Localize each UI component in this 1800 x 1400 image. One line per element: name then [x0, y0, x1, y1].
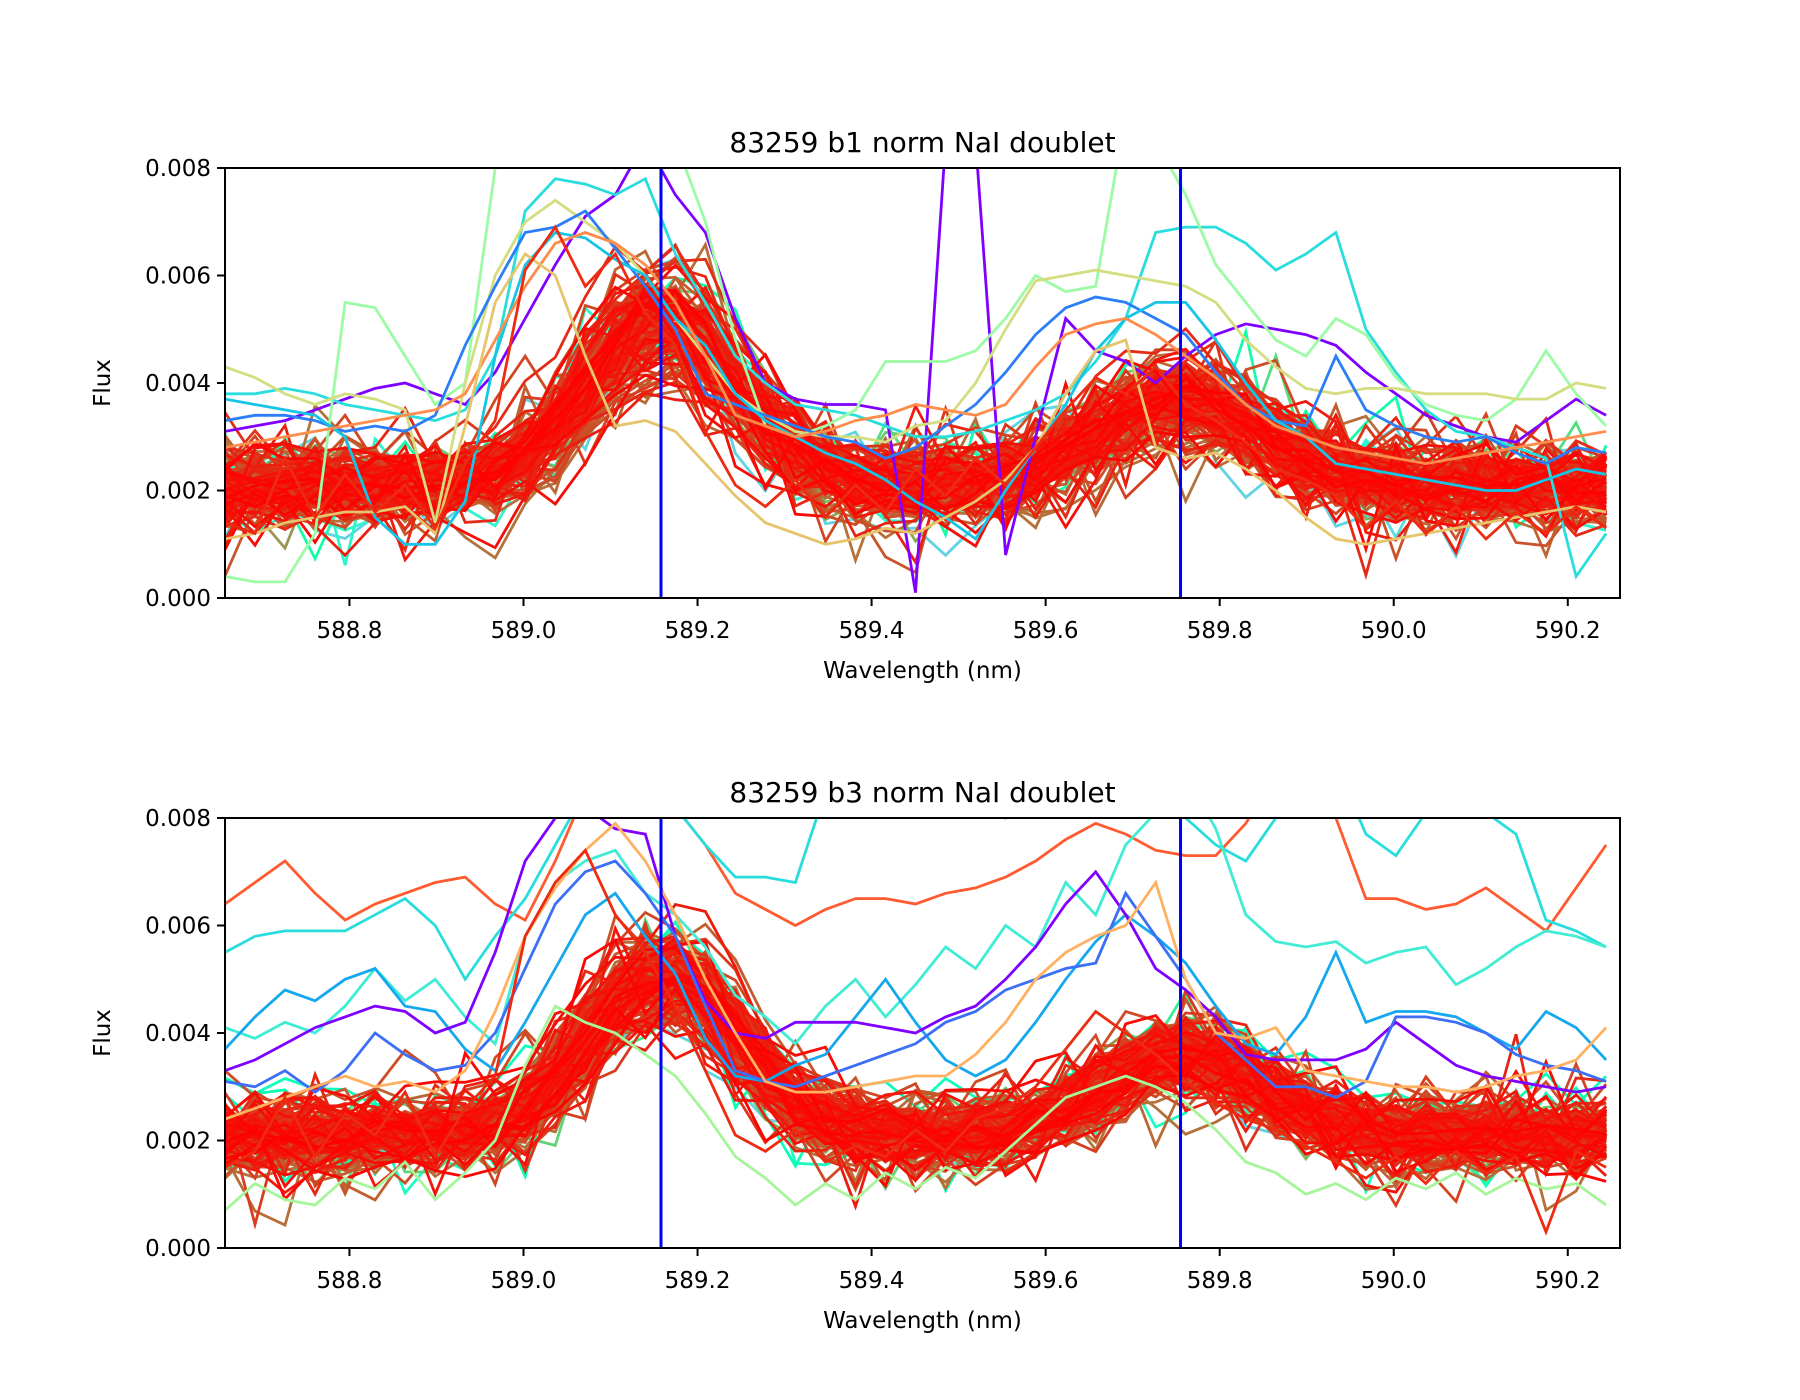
y-axis-label: Flux — [90, 359, 116, 407]
y-tick-label: 0.000 — [145, 586, 211, 612]
spectrum-line — [225, 168, 1607, 593]
y-tick-label: 0.004 — [145, 1021, 211, 1047]
spectrum-line — [225, 1004, 1607, 1212]
x-tick-label: 589.4 — [839, 1268, 905, 1294]
spectrum-line — [225, 818, 1607, 982]
spectrum-line — [225, 251, 1607, 546]
bundle-spectrum-line — [225, 373, 1607, 524]
y-axis-label: Flux — [90, 1009, 116, 1057]
x-tick-label: 589.8 — [1187, 618, 1253, 644]
x-tick-label: 589.6 — [1013, 1268, 1079, 1294]
subplot-b1: 83259 b1 norm NaI doublet Wavelength (nm… — [90, 126, 1621, 684]
spectrum-line — [225, 230, 1607, 546]
x-tick-label: 589.2 — [665, 618, 731, 644]
x-tick-label: 590.2 — [1535, 618, 1601, 644]
x-tick-label: 588.8 — [317, 618, 383, 644]
spectrum-line — [225, 818, 1607, 1094]
spectrum-line — [225, 821, 1608, 1121]
spectrum-line — [225, 859, 1607, 1100]
x-axis-label: Wavelength (nm) — [823, 1308, 1022, 1334]
y-tick-label: 0.000 — [145, 1236, 211, 1262]
y-tick-label: 0.008 — [145, 806, 211, 832]
y-tick-label: 0.006 — [145, 264, 211, 290]
x-tick-label: 590.0 — [1361, 1268, 1427, 1294]
bundle-spectrum-line — [225, 285, 1608, 554]
bundle-spectrum-line — [225, 938, 1608, 1202]
x-tick-label: 589.8 — [1187, 1268, 1253, 1294]
x-tick-label: 589.2 — [665, 1268, 731, 1294]
x-axis-label: Wavelength (nm) — [823, 658, 1022, 684]
bundle-spectrum-line — [225, 985, 1607, 1170]
spectrum-line — [225, 891, 1608, 1083]
plot-area — [225, 168, 1608, 593]
spectrum-line — [225, 231, 1607, 466]
bundle-spectrum-line — [225, 965, 1607, 1183]
x-tick-label: 589.0 — [491, 1268, 557, 1294]
plot-area — [225, 818, 1608, 1236]
x-tick-label: 590.2 — [1535, 1268, 1601, 1294]
spectrum-line — [225, 847, 1607, 1236]
x-tick-label: 589.4 — [839, 618, 905, 644]
x-tick-label: 589.6 — [1013, 618, 1079, 644]
y-tick-label: 0.008 — [145, 156, 211, 182]
bundle-spectrum-line — [225, 975, 1607, 1173]
spectrum-line — [225, 176, 1608, 580]
y-tick-label: 0.006 — [145, 914, 211, 940]
y-tick-label: 0.002 — [145, 479, 211, 505]
spectrum-line — [225, 198, 1607, 524]
subplot-b3: 83259 b3 norm NaI doublet Wavelength (nm… — [90, 776, 1621, 1334]
spectrum-line — [225, 224, 1607, 541]
spectrum-line — [225, 818, 1607, 1047]
subplot-title: 83259 b1 norm NaI doublet — [729, 126, 1115, 159]
x-tick-label: 588.8 — [317, 1268, 383, 1294]
subplot-title: 83259 b3 norm NaI doublet — [729, 776, 1115, 809]
bundle-spectrum-line — [225, 977, 1607, 1166]
spectrum-line — [225, 168, 1608, 584]
y-tick-label: 0.002 — [145, 1129, 211, 1155]
y-tick-label: 0.004 — [145, 371, 211, 397]
x-tick-label: 589.0 — [491, 618, 557, 644]
bundle-spectrum-line — [225, 990, 1607, 1129]
x-tick-label: 590.0 — [1361, 618, 1427, 644]
spectrum-line — [225, 818, 1608, 933]
spectrum-line — [225, 209, 1607, 466]
